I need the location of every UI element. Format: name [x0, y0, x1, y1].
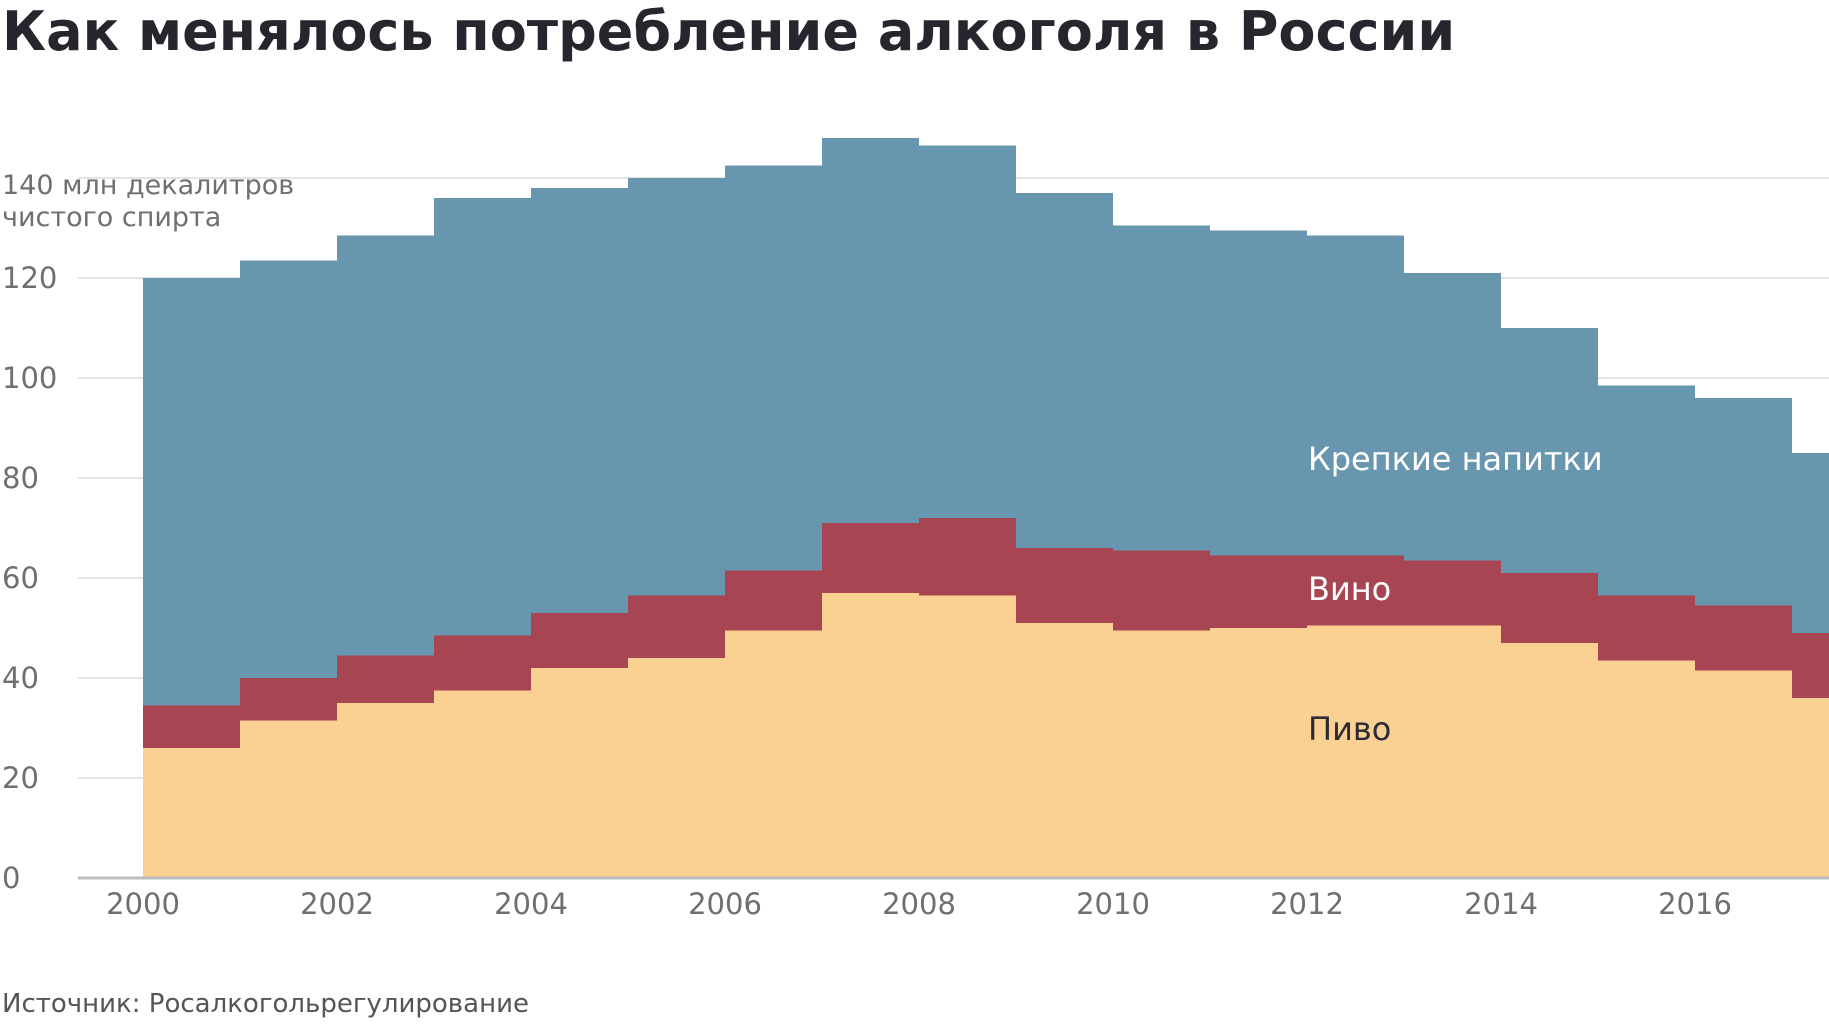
source-note: Источник: Росалкогольрегулирование	[2, 989, 529, 1019]
area-series-0	[143, 593, 1829, 878]
area-series-1	[143, 518, 1829, 748]
y-tick-label-40: 40	[2, 661, 39, 695]
stacked-areas	[143, 138, 1829, 878]
axes: 0 20 40 60 80 100 120 2000 2002 2004 2006 2008 2010 2…	[2, 261, 1829, 921]
x-tick-label-2016: 2016	[1658, 887, 1732, 921]
y-tick-label-0: 0	[2, 861, 20, 895]
y-tick-label-120: 120	[2, 261, 57, 295]
series-label-1: Вино	[1308, 570, 1391, 608]
x-tick-label-2010: 2010	[1076, 887, 1150, 921]
series-labels: Пиво Вино Крепкие напитки	[1308, 440, 1603, 748]
y-tick-label-60: 60	[2, 561, 39, 595]
x-tick-label-2006: 2006	[688, 887, 762, 921]
chart-title: Как менялось потребление алкоголя в Росс…	[2, 0, 1455, 63]
x-tick-label-2012: 2012	[1270, 887, 1344, 921]
x-tick-label-2008: 2008	[882, 887, 956, 921]
y-tick-label-80: 80	[2, 461, 39, 495]
x-tick-label-2000: 2000	[106, 887, 180, 921]
y-tick-label-20: 20	[2, 761, 39, 795]
x-tick-label-2014: 2014	[1464, 887, 1538, 921]
series-label-0: Пиво	[1308, 710, 1391, 748]
y-axis-unit-line-2: чистого спирта	[2, 202, 221, 233]
x-tick-label-2002: 2002	[300, 887, 374, 921]
area-series-2	[143, 138, 1829, 706]
y-tick-label-100: 100	[2, 361, 57, 395]
x-tick-label-2004: 2004	[494, 887, 568, 921]
series-label-2: Крепкие напитки	[1308, 440, 1603, 478]
y-axis-unit-line-1: 140 млн декалитров	[2, 170, 294, 201]
